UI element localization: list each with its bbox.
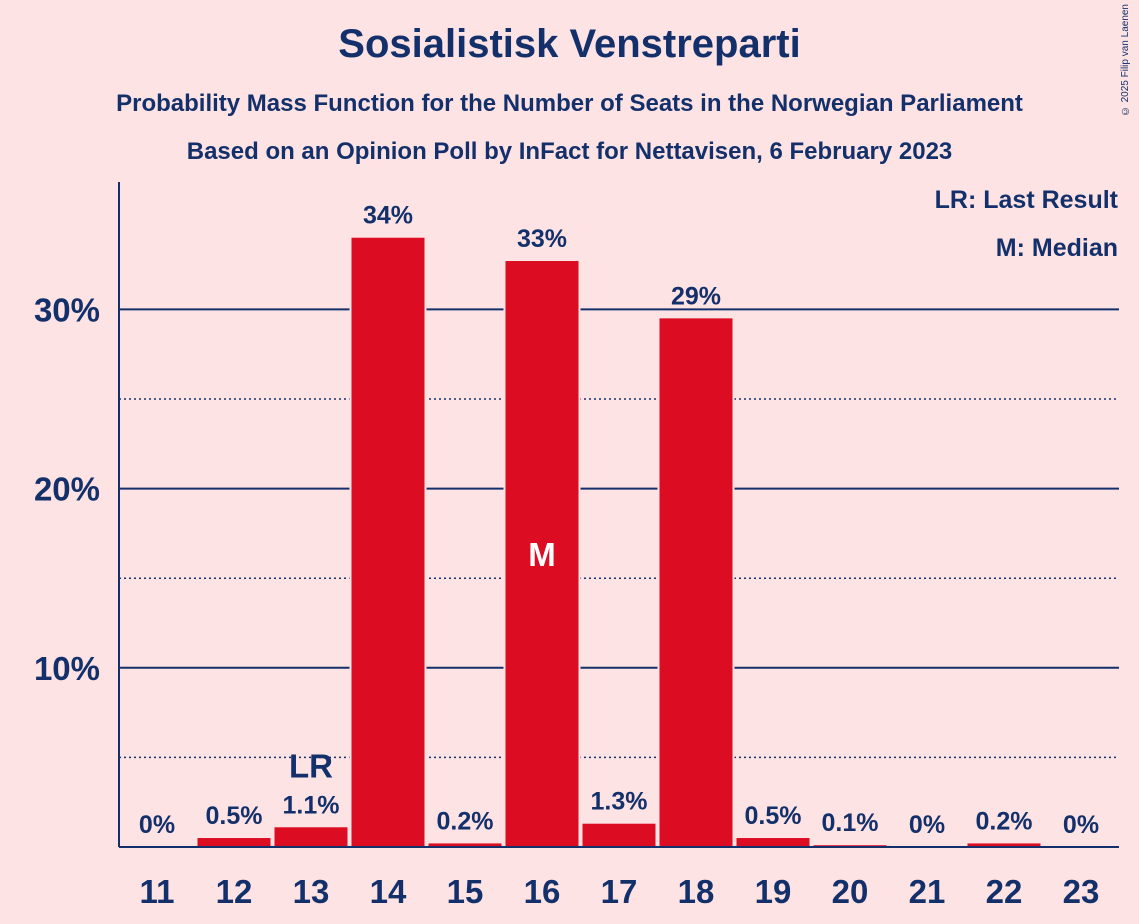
value-label: 29% [671, 282, 721, 310]
value-label: 0.5% [206, 802, 263, 830]
bar [274, 827, 348, 847]
chart-subtitle-1: Probability Mass Function for the Number… [116, 90, 1023, 117]
x-tick-label: 18 [678, 873, 715, 910]
bar [505, 261, 579, 847]
value-label: 0% [1063, 811, 1099, 839]
value-label: 0% [909, 811, 945, 839]
x-tick-label: 14 [370, 873, 407, 910]
x-tick-label: 19 [755, 873, 792, 910]
gridlines [119, 308, 1119, 759]
x-tick-label: 20 [832, 873, 869, 910]
value-label: 0% [139, 811, 175, 839]
legend-last-result: LR: Last Result [934, 186, 1118, 214]
x-tick-label: 22 [986, 873, 1023, 910]
bar-halo [811, 843, 889, 847]
chart-subtitle-2: Based on an Opinion Poll by InFact for N… [186, 138, 953, 165]
x-tick-labels: 11 12 13 14 15 16 17 18 19 20 21 22 23 [140, 873, 1100, 910]
y-tick-labels: 10% 20% 30% [34, 291, 100, 686]
last-result-marker: LR [289, 747, 333, 784]
x-tick-label: 16 [524, 873, 561, 910]
value-label: 0.1% [822, 809, 879, 837]
y-tick-label: 20% [34, 471, 100, 508]
value-label: 0.2% [976, 807, 1033, 835]
bars [195, 235, 1043, 848]
value-label: 34% [363, 202, 413, 230]
bar [967, 843, 1041, 847]
bar [428, 843, 502, 847]
value-label: 0.2% [437, 807, 494, 835]
axes [118, 182, 1119, 848]
x-tick-label: 15 [447, 873, 484, 910]
x-tick-label: 12 [216, 873, 253, 910]
x-tick-label: 13 [293, 873, 330, 910]
x-tick-label: 17 [601, 873, 638, 910]
value-labels: 0% 0.5% 1.1% LR 34% 0.2% 33% M 1.3% 29% 0.5% 0.1% 0%… [139, 202, 1099, 839]
x-tick-label: 11 [140, 873, 175, 910]
value-label: 0.5% [745, 802, 802, 830]
bar [659, 318, 733, 847]
value-label: 1.3% [591, 788, 648, 816]
value-label: 1.1% [283, 791, 340, 819]
value-label: 33% [517, 225, 567, 253]
y-tick-label: 10% [34, 650, 100, 687]
legend-median: M: Median [995, 234, 1118, 262]
bar [351, 237, 425, 848]
bar [582, 823, 656, 847]
x-tick-label: 21 [909, 873, 946, 910]
bar [197, 838, 271, 847]
chart-title: Sosialistisk Venstreparti [338, 22, 801, 66]
bar [736, 838, 810, 847]
y-tick-label: 30% [34, 291, 100, 328]
median-marker: M [528, 536, 556, 573]
x-tick-label: 23 [1063, 873, 1100, 910]
